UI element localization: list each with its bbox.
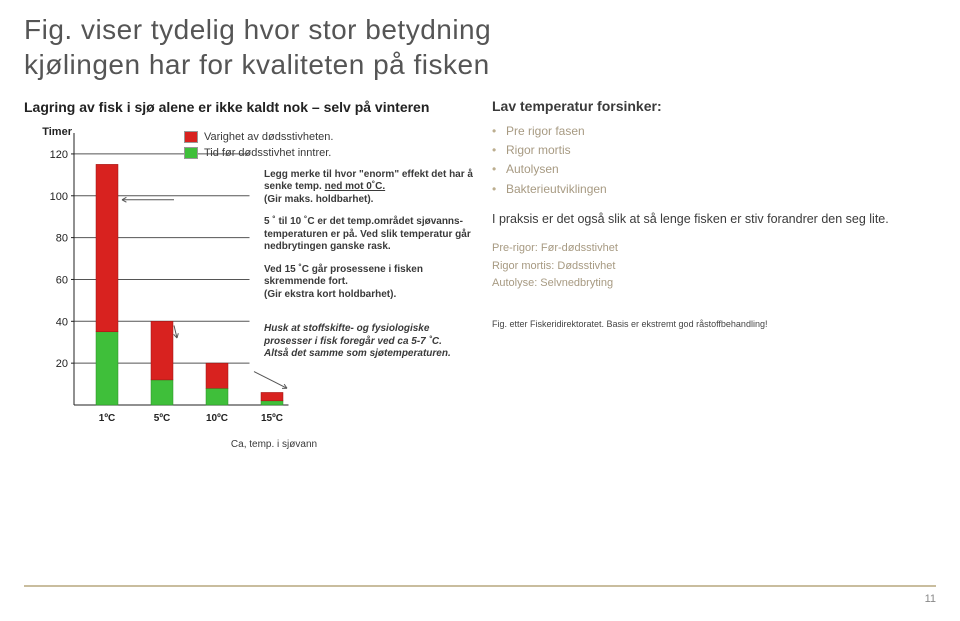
figure-caption: Fig. etter Fiskeridirektoratet. Basis er…	[492, 319, 936, 329]
svg-text:80: 80	[56, 233, 68, 245]
right-heading: Lav temperatur forsinker:	[492, 98, 936, 114]
svg-text:Timer: Timer	[42, 126, 72, 138]
svg-text:5ºC: 5ºC	[154, 413, 170, 424]
svg-text:120: 120	[50, 149, 68, 161]
legend-swatch-red	[184, 131, 198, 143]
note-text: (Gir maks. holdbarhet).	[264, 194, 373, 205]
page-number: 11	[0, 593, 960, 605]
page-footer: 11	[0, 585, 960, 605]
note-text: ned mot 0˚C.	[325, 181, 386, 192]
list-item: Bakterieutviklingen	[492, 180, 936, 199]
svg-text:10ºC: 10ºC	[206, 413, 228, 424]
chart-annotations: Legg merke til hvor "enorm" effekt det h…	[264, 125, 474, 371]
list-item: Pre rigor fasen	[492, 122, 936, 141]
note-text: 5 ˚ til 10 ˚C er det temp.området sjøvan…	[264, 216, 471, 252]
svg-text:60: 60	[56, 274, 68, 286]
svg-text:1ºC: 1ºC	[99, 413, 115, 424]
svg-text:15ºC: 15ºC	[261, 413, 283, 424]
right-paragraph: I praksis er det også slik at så lenge f…	[492, 211, 936, 229]
definitions: Pre-rigor: Før-dødsstivhet Rigor mortis:…	[492, 240, 936, 293]
svg-text:20: 20	[56, 358, 68, 370]
note-text: Altså det samme som sjøtemperaturen.	[264, 348, 451, 359]
title-line-1: Fig. viser tydelig hvor stor betydning	[24, 14, 491, 45]
definition: Rigor mortis: Dødsstivhet	[492, 258, 936, 276]
svg-text:100: 100	[50, 191, 68, 203]
definition: Autolyse: Selvnedbryting	[492, 275, 936, 293]
footer-rule	[24, 585, 936, 587]
legend-swatch-green	[184, 147, 198, 159]
note-text: Ved 15 ˚C går prosessene i fisken skremm…	[264, 264, 423, 288]
page-title: Fig. viser tydelig hvor stor betydning k…	[24, 12, 936, 82]
bullet-list: Pre rigor fasen Rigor mortis Autolysen B…	[492, 122, 936, 199]
title-line-2: kjølingen har for kvaliteten på fisken	[24, 49, 490, 80]
note-text: (Gir ekstra kort holdbarhet).	[264, 289, 396, 300]
definition: Pre-rigor: Før-dødsstivhet	[492, 240, 936, 258]
x-axis-caption: Ca, temp. i sjøvann	[74, 439, 474, 450]
note-text: Husk at stoffskifte- og fysiologiske pro…	[264, 323, 442, 347]
list-item: Autolysen	[492, 160, 936, 179]
chart: Timer204060801001201ºC5ºC10ºC15ºC Varigh…	[24, 125, 474, 435]
svg-text:40: 40	[56, 316, 68, 328]
list-item: Rigor mortis	[492, 141, 936, 160]
chart-subtitle: Lagring av fisk i sjø alene er ikke kald…	[24, 98, 474, 117]
